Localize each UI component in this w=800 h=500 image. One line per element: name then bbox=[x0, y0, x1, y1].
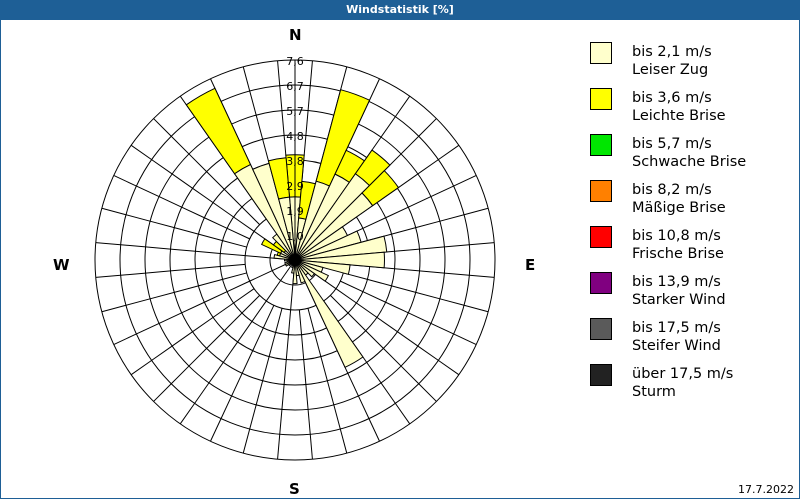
legend-swatch bbox=[590, 42, 612, 64]
svg-text:5,7: 5,7 bbox=[286, 105, 304, 118]
svg-text:4,8: 4,8 bbox=[286, 130, 304, 143]
legend-swatch bbox=[590, 318, 612, 340]
compass-south-label: S bbox=[289, 480, 300, 498]
legend-speed: bis 17,5 m/s bbox=[632, 320, 721, 336]
legend-label: Sturm bbox=[632, 384, 676, 400]
legend-label: Mäßige Brise bbox=[632, 200, 726, 216]
svg-text:2,9: 2,9 bbox=[286, 180, 304, 193]
legend-label: Schwache Brise bbox=[632, 154, 747, 170]
legend-label: Leichte Brise bbox=[632, 108, 726, 124]
svg-text:7,6: 7,6 bbox=[286, 55, 304, 68]
legend-swatch bbox=[590, 272, 612, 294]
legend-label: Steifer Wind bbox=[632, 338, 721, 354]
legend-speed: bis 10,8 m/s bbox=[632, 228, 721, 244]
legend-swatch bbox=[590, 88, 612, 110]
compass-east-label: E bbox=[525, 256, 536, 274]
window-title: Windstatistik [%] bbox=[0, 0, 800, 20]
legend-swatch bbox=[590, 134, 612, 156]
legend-swatch bbox=[590, 180, 612, 202]
legend-label: Frische Brise bbox=[632, 246, 724, 262]
svg-text:6,7: 6,7 bbox=[286, 80, 304, 93]
legend-label: Leiser Zug bbox=[632, 62, 709, 78]
legend-speed: bis 13,9 m/s bbox=[632, 274, 721, 290]
svg-text:1,9: 1,9 bbox=[286, 205, 304, 218]
legend-speed: über 17,5 m/s bbox=[632, 366, 734, 382]
svg-text:1,0: 1,0 bbox=[286, 230, 304, 243]
svg-text:3,8: 3,8 bbox=[286, 155, 304, 168]
date-stamp: 17.7.2022 bbox=[738, 483, 794, 496]
legend-speed: bis 3,6 m/s bbox=[632, 90, 712, 106]
wind-rose-chart: 1,0 1,9 2,9 3,8 4,8 5,7 6,7 7,6 bbox=[94, 55, 496, 461]
legend-speed: bis 5,7 m/s bbox=[632, 136, 712, 152]
legend-speed: bis 8,2 m/s bbox=[632, 182, 712, 198]
compass-north-label: N bbox=[289, 26, 302, 44]
legend-swatch bbox=[590, 364, 612, 386]
legend-swatch bbox=[590, 226, 612, 248]
compass-west-label: W bbox=[53, 256, 70, 274]
legend-label: Starker Wind bbox=[632, 292, 726, 308]
legend-speed: bis 2,1 m/s bbox=[632, 44, 712, 60]
